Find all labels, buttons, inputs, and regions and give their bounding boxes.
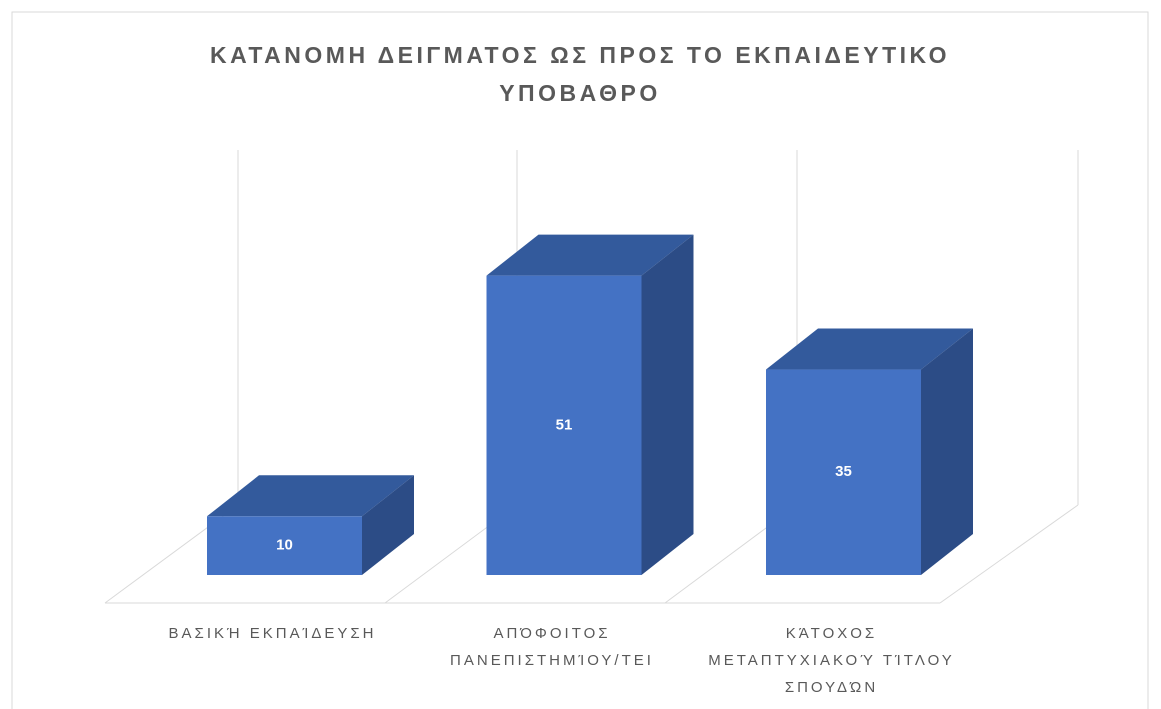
- bar: [486, 275, 642, 575]
- chart-title: ΚΑΤΑΝΟΜΗ ΔΕΙΓΜΑΤΟΣ ΩΣ ΠΡΟΣ ΤΟ ΕΚΠΑΙΔΕΥΤΙ…: [210, 42, 950, 106]
- bar-side: [641, 234, 694, 575]
- value-label: 10: [276, 537, 293, 554]
- floor-and-walls: [104, 150, 1079, 604]
- bar-side: [362, 475, 414, 575]
- x-tick-label: ΚΆΤΟΧΟΣ ΜΕΤΑΠΤΥΧΙΑΚΟΎ ΤΊΤΛΟΥ ΣΠΟΥΔΏΝ: [708, 625, 955, 696]
- bar-top: [766, 328, 973, 370]
- bar: [207, 516, 362, 575]
- bar: [766, 369, 921, 575]
- bar-side: [921, 328, 973, 575]
- chart-border: [11, 11, 1149, 709]
- value-label: 51: [556, 416, 573, 433]
- bar-top: [207, 475, 414, 517]
- bar-top: [486, 234, 694, 276]
- x-tick-label: ΑΠΌΦΟΙΤΟΣ ΠΑΝΕΠΙΣΤΗΜΊΟΥ/ΤΕΙ: [450, 625, 654, 669]
- x-tick-label: ΒΑΣΙΚΉ ΕΚΠΑΊΔΕΥΣΗ: [168, 625, 377, 642]
- value-label: 35: [835, 463, 852, 480]
